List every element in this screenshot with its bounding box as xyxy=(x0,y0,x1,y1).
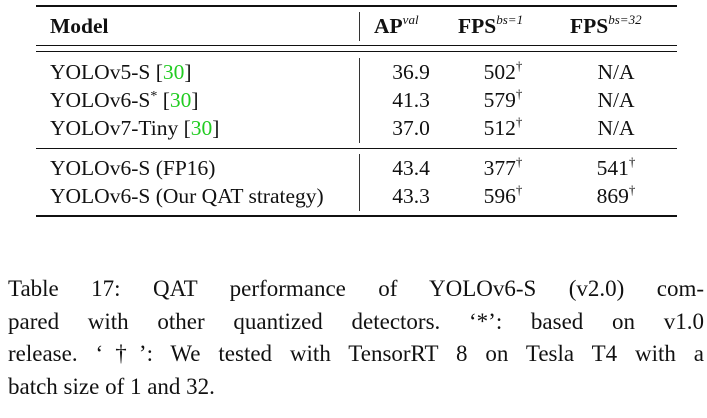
ap-value: 37.0 xyxy=(392,116,430,140)
fps32-value: N/A xyxy=(597,88,635,112)
header-fps32-label: FPS xyxy=(570,14,609,38)
header-fps1-sup: bs=1 xyxy=(496,12,524,27)
bottom-rule xyxy=(36,215,677,217)
header-fps1-label: FPS xyxy=(458,14,497,38)
ap-value: 41.3 xyxy=(392,88,430,112)
header-fps32: FPSbs=32 xyxy=(570,12,642,41)
fps32-value: N/A xyxy=(597,116,635,140)
header-rule-1 xyxy=(36,45,677,47)
fps1-value: 512† xyxy=(483,114,523,140)
model-name: YOLOv6-S* [30] xyxy=(50,88,199,112)
model-label: YOLOv6-S xyxy=(50,88,151,112)
fps1-value: 502† xyxy=(483,58,523,84)
caption-line: release. ‘†’: We tested with TensorRT 8 … xyxy=(8,341,704,366)
header-fps1: FPSbs=1 xyxy=(458,12,524,41)
top-rule xyxy=(36,5,677,7)
column-divider xyxy=(359,58,361,143)
fps32-value: 869† xyxy=(596,182,636,208)
column-divider xyxy=(359,154,361,211)
header-ap: APval xyxy=(374,12,419,41)
header-model: Model xyxy=(50,14,109,38)
model-name: YOLOv5-S [30] xyxy=(50,60,192,84)
caption-line: batch size of 1 and 32. xyxy=(8,373,215,399)
column-divider xyxy=(359,12,361,41)
ap-value: 43.4 xyxy=(392,156,430,180)
header-ap-label: AP xyxy=(374,14,403,38)
caption-line: pared with other quantized detectors. ‘*… xyxy=(8,308,704,334)
model-label: YOLOv7-Tiny xyxy=(50,116,179,140)
model-name: YOLOv7-Tiny [30] xyxy=(50,116,220,140)
model-name: YOLOv6-S (Our QAT strategy) xyxy=(50,184,324,208)
ap-value: 43.3 xyxy=(392,184,430,208)
model-name: YOLOv6-S (FP16) xyxy=(50,156,216,180)
citation-link[interactable]: 30 xyxy=(162,60,185,84)
fps1-value: 596† xyxy=(483,182,523,208)
citation-link[interactable]: 30 xyxy=(190,116,213,140)
fps1-value: 377† xyxy=(483,154,523,180)
header-fps32-sup: bs=32 xyxy=(608,12,642,27)
ap-value: 36.9 xyxy=(392,60,430,84)
model-marker: * xyxy=(150,89,158,104)
fps32-value: N/A xyxy=(597,60,635,84)
group-rule xyxy=(36,148,677,150)
table-caption: Table 17: QAT performance of YOLOv6-S (v… xyxy=(8,273,704,403)
caption-line: Table 17: QAT performance of YOLOv6-S (v… xyxy=(8,276,704,301)
header-rule-2 xyxy=(36,51,677,53)
citation-link[interactable]: 30 xyxy=(169,88,192,112)
fps32-value: 541† xyxy=(596,154,636,180)
model-label: YOLOv5-S xyxy=(50,60,151,84)
header-ap-sup: val xyxy=(402,12,419,27)
fps1-value: 579† xyxy=(483,86,523,112)
